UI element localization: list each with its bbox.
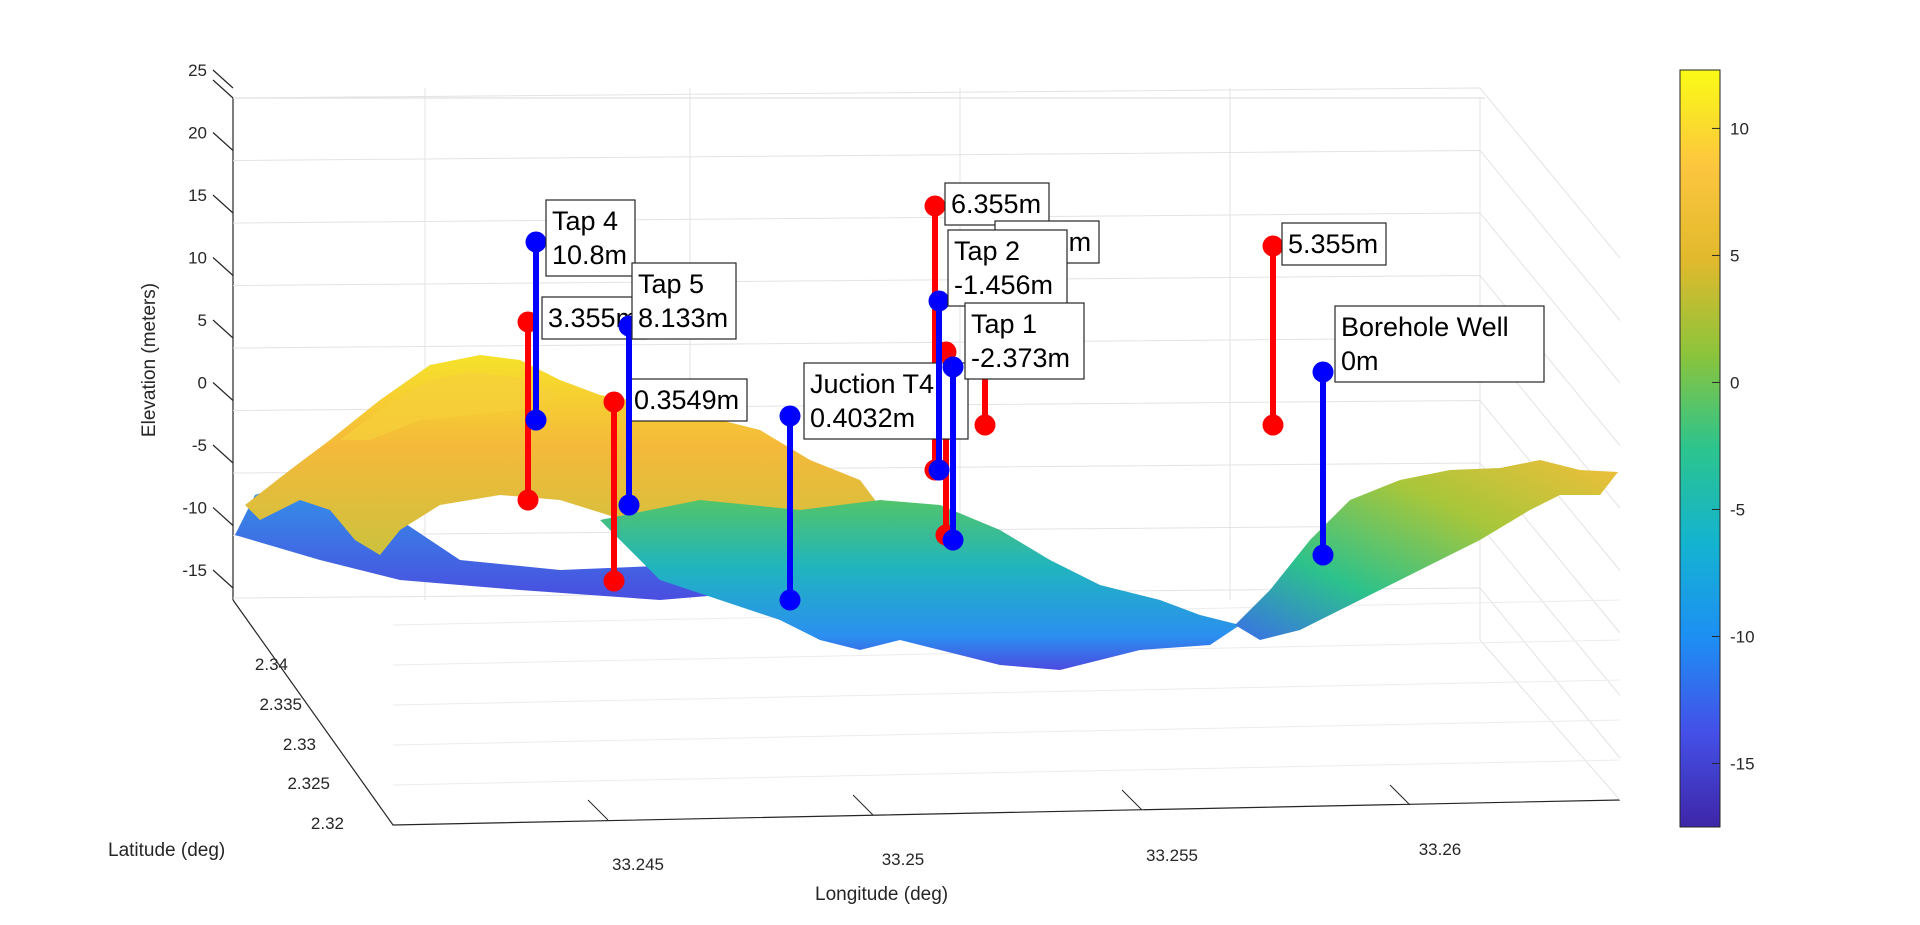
z-tick-mark [212, 132, 234, 151]
terrain-surface [235, 355, 1618, 670]
tick-labels: -15 -10 -5 0 5 10 15 20 25 2.32 2.325 2.33 2.335 2.34… [182, 61, 1461, 874]
surface-highlight [340, 372, 560, 440]
z-tick-mark [212, 569, 234, 589]
z-tick-label: 15 [188, 186, 207, 205]
colorbar-tick-label: -15 [1730, 754, 1755, 773]
y-tick-label: 2.32 [311, 814, 344, 833]
red-label-box-5 [1281, 222, 1387, 266]
blue-label-text-0: Tap 4 [552, 206, 618, 236]
z-tick-label: 25 [188, 61, 207, 80]
axes-frame [212, 79, 1621, 826]
y-tick-label: 2.34 [255, 655, 288, 674]
blue-label-box-5 [1334, 305, 1545, 383]
x-tick-mark [587, 799, 609, 821]
y-tick-label: 2.325 [287, 774, 330, 793]
blue-stem-base-2 [779, 589, 801, 611]
red-label-text-1: 0.3549m [634, 385, 739, 415]
blue-label-text-2: Juction T4 [810, 369, 934, 399]
z-tick-label: 5 [198, 311, 207, 330]
blue-stem-marker-0 [525, 231, 547, 253]
y-tick-label: 2.335 [259, 695, 302, 714]
z-tick-label: 0 [198, 374, 207, 393]
blue-label-box-4 [964, 302, 1085, 380]
blue-label-box-1 [631, 262, 737, 340]
blue-stem-marker-2 [779, 405, 801, 427]
blue-label-text-4: Tap 1 [971, 309, 1037, 339]
surface-right-slope [1235, 460, 1618, 640]
blue-stem-base-4 [942, 529, 964, 551]
blue-label-text-3: -1.456m [954, 270, 1053, 300]
colorbar-tick-label: -10 [1730, 627, 1755, 646]
z-tick-mark [212, 194, 234, 214]
blue-label-text-5: Borehole Well [1341, 312, 1509, 342]
x-tick-mark [1121, 789, 1143, 811]
x-tick-mark [1389, 784, 1411, 806]
colorbar-ticks: -15 -10 -5 0 5 10 [1712, 119, 1755, 773]
z-tick-label: 20 [188, 124, 207, 143]
red-stem-base-0 [517, 489, 539, 511]
colorbar-tick-label: -5 [1730, 500, 1745, 519]
z-tick-mark [212, 444, 234, 464]
z-tick-label: -5 [192, 436, 207, 455]
red-stem-marker-2 [924, 195, 946, 217]
x-tick-mark [852, 794, 874, 816]
red-stem-marker-1 [603, 391, 625, 413]
blue-stem-marker-3 [928, 290, 950, 312]
red-label-text-2: 6.355m [951, 189, 1041, 219]
red-label-text-5: 5.355m [1288, 229, 1378, 259]
grid-line-z [232, 87, 1621, 259]
red-label-box-1 [627, 378, 748, 422]
xlabel: Longitude (deg) [815, 884, 948, 905]
blue-label-text-0: 10.8m [552, 240, 627, 270]
blue-stem-base-1 [618, 494, 640, 516]
red-stem-base-5 [1262, 414, 1284, 436]
red-stem-base-3 [974, 414, 996, 436]
z-tick-mark [212, 382, 234, 401]
grid-line-z [232, 149, 1621, 321]
blue-label-box-0 [545, 199, 636, 277]
colorbar-tick-label: 0 [1730, 373, 1739, 392]
z-tick-label: -15 [182, 561, 207, 580]
blue-label-text-4: -2.373m [971, 343, 1070, 373]
x-tick-label: 33.25 [882, 850, 925, 869]
blue-stem-marker-5 [1312, 361, 1334, 383]
z-tick-label: 10 [188, 249, 207, 268]
blue-label-text-3: Tap 2 [954, 236, 1020, 266]
colorbar-tick-label: 10 [1730, 119, 1749, 138]
z-tick-label: -10 [182, 499, 207, 518]
blue-label-text-2: 0.4032m [810, 403, 915, 433]
surface-valley [600, 500, 1240, 670]
x-tick-label: 33.26 [1419, 840, 1462, 859]
grid-back-right [1479, 98, 1621, 801]
grid-line-y [392, 679, 1621, 706]
blue-stem-base-5 [1312, 544, 1334, 566]
x-tick-label: 33.245 [612, 855, 664, 874]
x-tick-label: 33.255 [1146, 846, 1198, 865]
ylabel: Latitude (deg) [108, 840, 225, 861]
red-stem-base-1 [603, 570, 625, 592]
blue-label-text-1: 8.133m [638, 303, 728, 333]
z-tick-mark [212, 69, 234, 89]
blue-stem-base-3 [928, 459, 950, 481]
red-stem-marker-5 [1262, 235, 1284, 257]
colorbar [1679, 69, 1721, 828]
y-tick-label: 2.33 [283, 735, 316, 754]
zlabel: Elevation (meters) [139, 283, 160, 437]
blue-label-text-1: Tap 5 [638, 269, 704, 299]
z-tick-mark [212, 319, 234, 339]
z-tick-mark [212, 257, 234, 276]
z-tick-mark [212, 507, 234, 526]
blue-stem-base-0 [525, 409, 547, 431]
grid-line-y [392, 719, 1621, 746]
blue-stem-marker-4 [942, 356, 964, 378]
colorbar-tick-label: 5 [1730, 246, 1739, 265]
blue-label-text-5: 0m [1341, 346, 1379, 376]
grid-line-y [392, 759, 1621, 786]
